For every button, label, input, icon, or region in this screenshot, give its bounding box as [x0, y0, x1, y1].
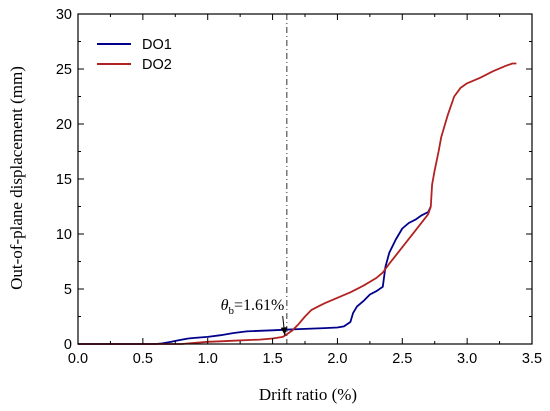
y-tick-label: 0	[64, 337, 72, 353]
legend: DO1 DO2	[97, 37, 172, 73]
x-axis-title: Drift ratio (%)	[259, 385, 357, 404]
x-tick-label: 2.0	[327, 351, 347, 367]
x-tick-label: 3.0	[457, 351, 477, 367]
y-tick-label: 15	[56, 172, 72, 188]
y-tick-label: 20	[56, 117, 72, 133]
series-line-do2	[78, 62, 517, 345]
x-tick-label: 1.5	[262, 351, 282, 367]
x-tick-label: 0.0	[68, 351, 88, 367]
legend-label-do1: DO1	[142, 37, 172, 53]
annotation-label: θb=1.61%	[221, 297, 285, 317]
annotation-arrowhead	[280, 327, 288, 336]
y-tick-label: 10	[56, 227, 72, 243]
y-tick-label: 30	[56, 7, 72, 23]
x-tick-label: 2.5	[392, 351, 412, 367]
plot-area: θb=1.61%	[78, 14, 517, 345]
series-line-do1	[78, 206, 432, 345]
y-axis-title: Out-of-plane displacement (mm)	[7, 66, 26, 290]
y-tick-label: 5	[64, 282, 72, 298]
x-tick-label: 1.0	[198, 351, 218, 367]
x-tick-label: 0.5	[133, 351, 153, 367]
axes: 0.0 0.5 1.0 1.5 2.0 2.5 3.0 3.5 0 5 10 15 20 25 30	[56, 7, 542, 367]
y-tick-label: 25	[56, 62, 72, 78]
x-tick-label: 3.5	[522, 351, 542, 367]
legend-label-do2: DO2	[142, 57, 172, 73]
